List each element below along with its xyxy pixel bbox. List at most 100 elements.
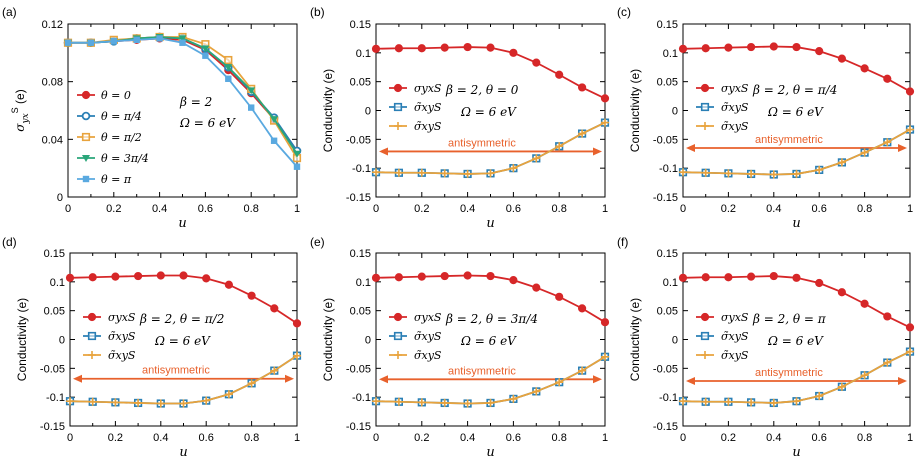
data-point xyxy=(555,292,564,301)
x-tick-label: 1 xyxy=(907,432,913,444)
series-1 xyxy=(678,42,915,96)
data-point xyxy=(860,299,869,308)
annotation-omega: Ω = 6 eV xyxy=(154,334,211,348)
data-point xyxy=(247,379,256,388)
y-tick-label: -0.05 xyxy=(346,363,371,375)
x-tick-label: 0 xyxy=(373,203,379,215)
series-2 xyxy=(63,32,302,156)
x-tick-label: 0.6 xyxy=(812,432,827,444)
legend: σyxS σ̃xyS σ̃xyS xyxy=(389,82,442,133)
data-point xyxy=(88,397,97,406)
y-tick-label: 0 xyxy=(57,192,63,204)
y-tick-label: -0.05 xyxy=(40,363,65,375)
series-3 xyxy=(372,352,609,408)
data-point xyxy=(578,366,587,375)
legend-label: σ̃xyS xyxy=(108,330,136,343)
legend-label: σ̃xyS xyxy=(108,349,136,362)
arrow-head-left xyxy=(379,147,388,156)
data-point xyxy=(724,169,733,178)
legend-symbol-2-marker xyxy=(81,111,91,121)
data-point xyxy=(202,396,211,405)
data-point xyxy=(463,42,472,52)
arrow-head-right xyxy=(898,143,907,152)
y-tick-label: 0.05 xyxy=(350,306,371,318)
data-point xyxy=(440,271,449,281)
data-point xyxy=(860,371,869,380)
legend-symbol-1-marker xyxy=(87,312,97,322)
y-tick-label: -0.1 xyxy=(46,392,65,404)
data-point xyxy=(747,398,756,407)
legend-symbol-3-marker xyxy=(81,132,91,142)
arrow-head-left xyxy=(686,377,695,386)
x-tick-label: 1 xyxy=(602,432,608,444)
data-point xyxy=(270,116,279,124)
x-tick-label: 0.2 xyxy=(106,203,121,215)
antisymmetric-label: antisymmetric xyxy=(142,365,210,377)
x-tick-label: 0 xyxy=(67,432,73,444)
series-3 xyxy=(679,347,914,407)
legend: σyxS σ̃xyS σ̃xyS xyxy=(83,311,136,362)
data-point xyxy=(270,304,279,313)
y-tick-label: 0 xyxy=(365,106,371,118)
data-point xyxy=(486,398,495,407)
data-point xyxy=(110,38,117,45)
data-point xyxy=(509,394,518,403)
data-point xyxy=(179,39,186,46)
data-point xyxy=(860,148,869,157)
x-tick-label: 0 xyxy=(65,203,71,215)
annotation-params: β = 2, θ = π/2 xyxy=(139,312,224,326)
data-point xyxy=(883,138,892,147)
data-point xyxy=(133,36,140,44)
legend: σyxS σ̃xyS σ̃xyS xyxy=(696,311,749,362)
panel-label: (d) xyxy=(2,235,17,249)
data-point xyxy=(792,42,801,52)
data-point xyxy=(156,399,165,408)
x-tick-label: 0.2 xyxy=(721,203,736,215)
antisymmetric-label: antisymmetric xyxy=(448,365,516,377)
annotation-params: β = 2, θ = π xyxy=(752,312,827,326)
data-point xyxy=(747,42,756,52)
data-point xyxy=(906,347,914,356)
data-point xyxy=(372,397,380,406)
data-point xyxy=(88,273,97,282)
data-point xyxy=(247,291,256,300)
legend-label: σ̃xyS xyxy=(721,101,749,114)
annotation-omega: Ω = 6 eV xyxy=(767,105,824,119)
data-point xyxy=(225,75,232,82)
data-point xyxy=(792,397,801,406)
data-point xyxy=(66,397,74,406)
y-tick-label: 0.05 xyxy=(657,306,678,318)
data-point xyxy=(201,45,210,53)
x-tick-label: 0.6 xyxy=(199,432,214,444)
y-tick-label: -0.1 xyxy=(352,392,371,404)
x-axis-label: u xyxy=(792,216,800,231)
legend-symbol-3-marker xyxy=(394,122,402,130)
data-point xyxy=(417,44,426,53)
data-point xyxy=(371,273,381,282)
data-point xyxy=(440,169,449,178)
legend-symbol-3-marker xyxy=(701,122,709,130)
x-tick-label: 0.4 xyxy=(460,432,475,444)
series-3 xyxy=(372,118,609,178)
data-point xyxy=(371,44,381,53)
y-tick-label: 0.04 xyxy=(42,134,63,146)
data-point xyxy=(600,318,610,327)
x-tick-label: 0 xyxy=(680,203,686,215)
legend-label: σ̃xyS xyxy=(721,349,749,362)
y-axis-label: Conductivity (e) xyxy=(321,298,335,381)
data-point xyxy=(417,398,426,407)
data-point xyxy=(270,137,278,144)
y-tick-label: 0.05 xyxy=(350,77,371,89)
data-point xyxy=(724,273,733,282)
y-tick-label: 0.1 xyxy=(356,277,371,289)
x-tick-label: 0.8 xyxy=(552,203,567,215)
annotation-beta: β = 2 xyxy=(179,95,212,109)
data-point xyxy=(679,397,687,406)
y-tick-label: -0.15 xyxy=(653,192,678,204)
data-point xyxy=(555,378,564,387)
data-point xyxy=(178,35,187,43)
x-tick-label: 0.6 xyxy=(198,203,213,215)
panel-label: (b) xyxy=(310,5,325,19)
y-tick-label: 0 xyxy=(672,106,678,118)
